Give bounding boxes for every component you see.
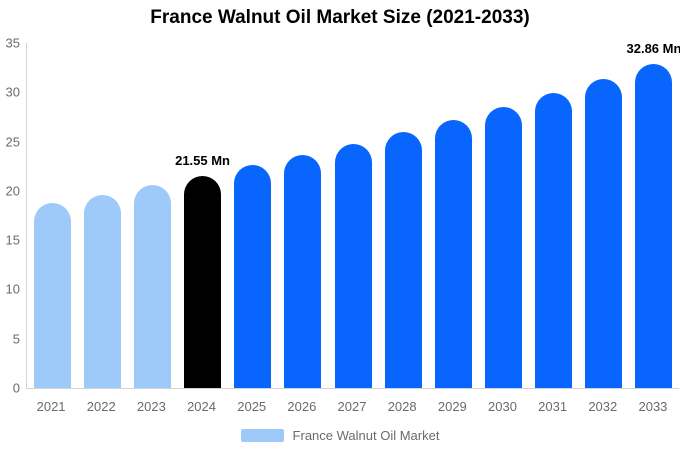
x-axis-labels: 2021 2022 2023 2024 2025 2026 2027 2028 2029 2030… — [26, 399, 678, 414]
bar-slot — [478, 43, 528, 388]
bar-slot — [529, 43, 579, 388]
plot-area: 21.55 Mn 32.86 Mn — [26, 41, 680, 389]
y-tick-label: 35 — [5, 35, 20, 51]
bar-2027 — [334, 143, 372, 388]
y-tick-label: 10 — [5, 281, 20, 297]
bar-2025 — [234, 165, 272, 388]
bar-slot: 32.86 Mn — [626, 41, 680, 388]
bar-slot — [428, 43, 478, 388]
x-tick-label: 2025 — [237, 399, 267, 414]
x-tick-label: 2033 — [638, 399, 668, 414]
bars-row: 21.55 Mn 32.86 Mn — [27, 41, 680, 388]
bar-slot — [328, 43, 378, 388]
x-tick-label: 2029 — [437, 399, 467, 414]
x-tick-label: 2032 — [588, 399, 618, 414]
bar-2026 — [284, 154, 322, 388]
legend: France Walnut Oil Market — [0, 428, 680, 443]
x-tick-label: 2024 — [187, 399, 216, 414]
bar-2024 — [184, 175, 222, 388]
legend-label: France Walnut Oil Market — [292, 428, 440, 443]
bar-2032 — [585, 79, 623, 388]
y-tick-label: 30 — [5, 84, 20, 100]
x-tick-label: 2028 — [387, 399, 417, 414]
bar-slot — [579, 43, 629, 388]
y-tick-label: 20 — [5, 183, 20, 199]
bar-2021 — [33, 203, 71, 388]
x-tick-label: 2030 — [488, 399, 517, 414]
bar-slot — [27, 43, 77, 388]
y-tick-label: 0 — [12, 380, 20, 396]
bar-2030 — [484, 106, 522, 388]
y-tick-label: 25 — [5, 134, 20, 150]
bar-slot — [378, 43, 428, 388]
y-tick-label: 5 — [12, 331, 20, 347]
bar-slot — [228, 43, 278, 388]
x-tick-label: 2031 — [538, 399, 568, 414]
bar-slot — [278, 43, 328, 388]
legend-item[interactable]: France Walnut Oil Market — [240, 428, 440, 443]
bar-2029 — [434, 119, 472, 388]
bar-2028 — [384, 132, 422, 388]
x-tick-label: 2023 — [136, 399, 166, 414]
y-tick-label: 15 — [5, 232, 20, 248]
bar-2033 — [635, 64, 673, 388]
bar-value-label: 32.86 Mn — [626, 41, 680, 57]
x-tick-label: 2026 — [287, 399, 317, 414]
chart-title: France Walnut Oil Market Size (2021-2033… — [150, 7, 530, 28]
legend-swatch — [240, 429, 284, 442]
x-tick-label: 2021 — [36, 399, 66, 414]
bar-slot — [77, 43, 127, 388]
y-axis-labels: 0 5 10 15 20 25 30 35 — [0, 37, 20, 395]
bar-2023 — [133, 185, 171, 388]
bar-value-label: 21.55 Mn — [175, 152, 231, 168]
bar-2031 — [535, 93, 573, 388]
bar-slot: 21.55 Mn — [175, 43, 231, 388]
x-tick-label: 2027 — [337, 399, 367, 414]
x-tick-label: 2022 — [86, 399, 116, 414]
bar-slot — [127, 43, 177, 388]
bar-2022 — [83, 194, 121, 388]
